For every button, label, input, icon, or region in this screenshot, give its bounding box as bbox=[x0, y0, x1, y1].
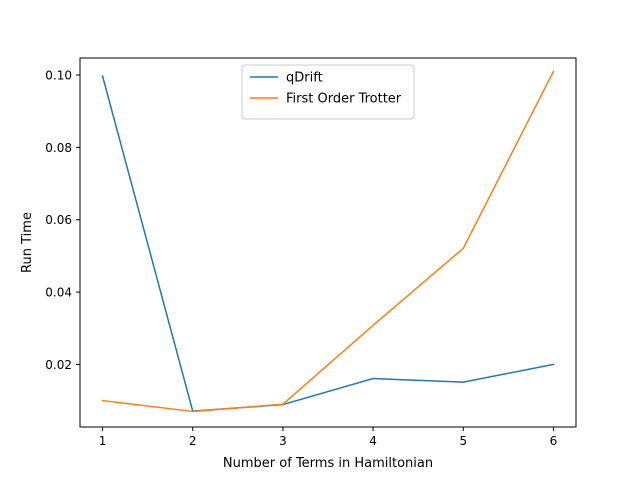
series-line-1 bbox=[101, 70, 555, 413]
x-tick-label: 6 bbox=[550, 434, 558, 448]
x-axis-label: Number of Terms in Hamiltonian bbox=[223, 456, 433, 471]
y-tick-label: 0.10 bbox=[45, 69, 72, 83]
legend-label: First Order Trotter bbox=[286, 92, 402, 107]
x-tick-label: 5 bbox=[459, 434, 467, 448]
y-axis-label: Run Time bbox=[20, 212, 35, 273]
x-tick-label: 4 bbox=[369, 434, 377, 448]
legend-label: qDrift bbox=[286, 71, 323, 86]
legend: qDrift First Order Trotter bbox=[241, 64, 415, 120]
y-tick-label: 0.04 bbox=[45, 286, 72, 300]
y-tick-label: 0.08 bbox=[45, 141, 72, 155]
series-layer bbox=[101, 70, 555, 413]
x-tick-label: 1 bbox=[99, 434, 107, 448]
y-tick-label: 0.06 bbox=[45, 213, 72, 227]
y-axis-ticks: 0.02 0.04 0.06 0.08 0.10 bbox=[45, 69, 80, 372]
legend-box bbox=[241, 64, 415, 120]
y-tick-label: 0.02 bbox=[45, 358, 72, 372]
x-tick-label: 2 bbox=[189, 434, 197, 448]
plot-frame bbox=[79, 57, 577, 428]
series-line-0 bbox=[101, 75, 555, 412]
x-axis-ticks: 1 2 3 4 5 6 bbox=[99, 427, 558, 448]
x-tick-label: 3 bbox=[279, 434, 287, 448]
